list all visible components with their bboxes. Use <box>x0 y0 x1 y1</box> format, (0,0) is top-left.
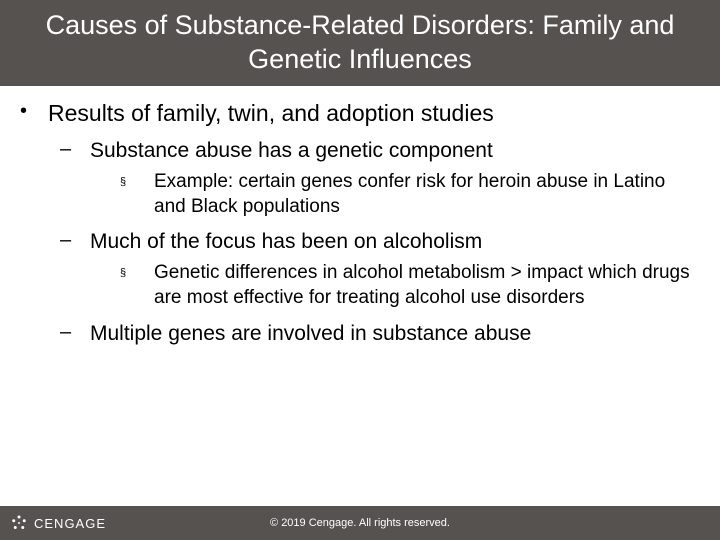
bullet-disc-icon: • <box>20 100 48 128</box>
copyright-text: © 2019 Cengage. All rights reserved. <box>0 517 720 529</box>
list-text: Results of family, twin, and adoption st… <box>48 100 494 128</box>
list-item: – Much of the focus has been on alcoholi… <box>60 229 700 311</box>
list-item: • Results of family, twin, and adoption … <box>20 100 700 347</box>
title-band: Causes of Substance-Related Disorders: F… <box>0 0 720 86</box>
list-text: Much of the focus has been on alcoholism <box>90 229 482 255</box>
slide-body: • Results of family, twin, and adoption … <box>20 100 700 353</box>
list-text: Genetic differences in alcohol metabolis… <box>154 261 700 310</box>
list-item: – Substance abuse has a genetic componen… <box>60 138 700 220</box>
list-text: Substance abuse has a genetic component <box>90 138 493 164</box>
list-text: Multiple genes are involved in substance… <box>90 321 531 347</box>
bullet-dash-icon: – <box>60 321 90 347</box>
bullet-dash-icon: – <box>60 138 90 164</box>
list-item: § Example: certain genes confer risk for… <box>120 170 700 219</box>
list-item: – Multiple genes are involved in substan… <box>60 321 700 347</box>
bullet-section-icon: § <box>120 170 154 219</box>
slide-title: Causes of Substance-Related Disorders: F… <box>0 9 720 77</box>
list-text: Example: certain genes confer risk for h… <box>154 170 700 219</box>
bullet-dash-icon: – <box>60 229 90 255</box>
list-item: § Genetic differences in alcohol metabol… <box>120 261 700 310</box>
slide: Causes of Substance-Related Disorders: F… <box>0 0 720 540</box>
footer-band: © 2019 Cengage. All rights reserved. CEN… <box>0 506 720 540</box>
bullet-section-icon: § <box>120 261 154 310</box>
